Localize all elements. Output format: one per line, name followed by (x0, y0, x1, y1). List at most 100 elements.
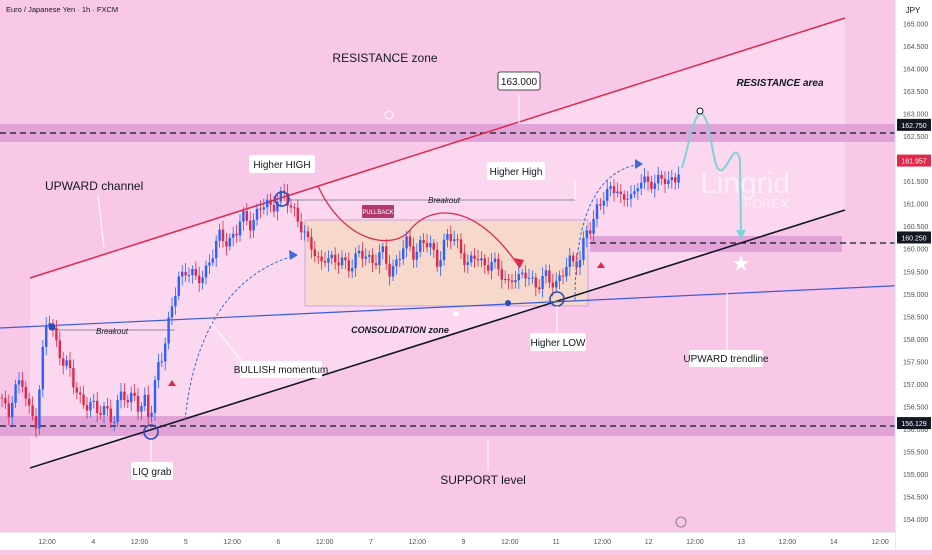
candle-27 (92, 393, 95, 409)
candle-189 (643, 167, 646, 190)
candle-68 (232, 226, 235, 247)
candle-92 (313, 241, 316, 263)
resistance-zone-label: RESISTANCE zone (332, 51, 437, 65)
price-tick-9: 160.500 (903, 224, 928, 231)
candle-176 (599, 198, 602, 211)
candle-6 (21, 371, 24, 393)
candle-16 (55, 320, 58, 347)
candle-119 (405, 230, 408, 258)
time-axis-ticks: 12:00 4 12:00 5 12:00 6 12:00 7 12:00 9 12:00 11 12:… (38, 539, 889, 546)
price-label-3: 156.129 (897, 417, 931, 430)
price-tick-5: 162.500 (903, 134, 928, 141)
candle-166 (565, 257, 568, 282)
candle-53 (181, 265, 184, 286)
channel-support-line[interactable] (29, 209, 846, 469)
candle-193 (657, 166, 660, 191)
candle-156 (531, 270, 534, 284)
time-tick-5: 6 (276, 539, 280, 546)
star-icon (733, 255, 749, 271)
watermark-brand: Lingrid (700, 167, 790, 200)
candles (0, 166, 680, 438)
price-tick-13: 158.500 (903, 314, 928, 321)
higher-low-label: Higher LOW (530, 338, 586, 349)
candle-168 (572, 251, 575, 267)
candle-103 (351, 259, 354, 279)
candle-18 (62, 351, 65, 375)
candle-188 (640, 174, 643, 196)
candle-85 (289, 198, 293, 213)
time-axis[interactable] (0, 532, 895, 550)
candle-4 (14, 379, 17, 408)
candle-141 (480, 251, 483, 268)
target-price-label: 163.000 (501, 77, 538, 88)
candle-23 (79, 386, 82, 404)
bullish-momentum-arrowhead (289, 250, 298, 260)
candle-195 (663, 171, 667, 193)
candle-58 (198, 266, 201, 292)
channel-resistance-line[interactable] (29, 17, 846, 279)
arrow-down-icon (384, 110, 394, 120)
candle-133 (453, 230, 456, 246)
candle-72 (245, 203, 248, 226)
candle-115 (391, 259, 395, 282)
candle-128 (436, 241, 439, 272)
upward-trendline-label: UPWARD trendline (683, 354, 769, 365)
candle-163 (555, 272, 558, 293)
breakout-dot (48, 323, 56, 331)
breakout-momentum-arrowhead (635, 159, 643, 169)
candle-198 (674, 172, 677, 190)
candle-180 (612, 179, 616, 202)
candle-25 (85, 396, 89, 420)
candle-190 (646, 171, 650, 191)
candle-17 (58, 331, 61, 366)
candle-38 (130, 386, 133, 412)
candle-67 (228, 233, 231, 251)
candle-51 (174, 287, 177, 315)
candle-135 (459, 233, 463, 260)
candle-129 (439, 251, 442, 276)
candle-88 (300, 212, 303, 241)
candle-101 (344, 252, 347, 270)
candle-9 (31, 396, 34, 421)
candle-107 (364, 248, 367, 266)
candle-147 (500, 260, 503, 289)
candle-139 (473, 248, 476, 268)
candle-183 (623, 190, 626, 207)
price-tick-10: 160.000 (903, 247, 928, 254)
price-label-text-3: 156.129 (901, 421, 926, 428)
candle-7 (24, 381, 27, 407)
higher-high-1-callout: Higher HIGH (249, 155, 315, 173)
candle-124 (422, 233, 425, 252)
candle-170 (578, 251, 582, 276)
consolidation-box (304, 219, 589, 307)
candle-192 (653, 174, 656, 198)
candle-94 (320, 249, 323, 270)
price-tick-18: 156.000 (903, 427, 928, 434)
price-tick-15: 157.500 (903, 359, 928, 366)
pullback-curve (317, 185, 521, 269)
candle-109 (371, 248, 374, 272)
candle-104 (354, 247, 357, 277)
price-tick-2: 164.000 (903, 67, 928, 74)
candle-143 (487, 257, 490, 275)
candle-186 (633, 184, 636, 198)
candle-164 (558, 270, 561, 290)
candle-56 (191, 265, 194, 284)
candle-35 (119, 383, 123, 409)
upward-trendline[interactable] (0, 283, 932, 329)
liq-grab-callout: LIQ grab (131, 462, 173, 480)
candle-71 (242, 207, 245, 231)
candle-105 (357, 245, 361, 258)
candle-146 (497, 253, 500, 276)
candle-11 (38, 384, 41, 435)
pullback-arrowhead (514, 258, 524, 268)
candle-152 (517, 266, 520, 289)
candle-82 (279, 186, 282, 207)
candle-102 (347, 252, 350, 278)
price-label-text-2: 160.250 (901, 235, 926, 242)
candle-69 (235, 224, 238, 243)
price-tick-4: 163.000 (903, 112, 928, 119)
candle-113 (385, 238, 388, 270)
price-axis[interactable] (895, 0, 932, 550)
